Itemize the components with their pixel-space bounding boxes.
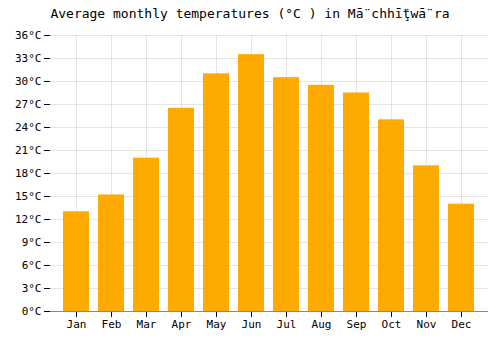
svg-text:30°C: 30°C xyxy=(15,75,42,88)
svg-text:36°C: 36°C xyxy=(15,29,42,42)
svg-text:18°C: 18°C xyxy=(15,167,42,180)
svg-text:Aug: Aug xyxy=(312,318,332,331)
svg-text:Feb: Feb xyxy=(102,318,122,331)
svg-text:12°C: 12°C xyxy=(15,213,42,226)
svg-text:May: May xyxy=(207,318,227,331)
svg-text:33°C: 33°C xyxy=(15,52,42,65)
html-text:Average monthly temperatures (: Average monthly temperatures (°C ) in Mā… xyxy=(50,6,450,21)
svg-text:27°C: 27°C xyxy=(15,98,42,111)
svg-text:Apr: Apr xyxy=(172,318,192,331)
svg-text:0°C: 0°C xyxy=(22,305,42,318)
svg-text:Jun: Jun xyxy=(242,318,262,331)
svg-text:Mar: Mar xyxy=(137,318,157,331)
svg-text:Dec: Dec xyxy=(452,318,472,331)
svg-text:9°C: 9°C xyxy=(22,236,42,249)
svg-text:3°C: 3°C xyxy=(22,282,42,295)
svg-text:Nov: Nov xyxy=(417,318,437,331)
svg-text:Jul: Jul xyxy=(277,318,297,331)
svg-text:Jan: Jan xyxy=(67,318,87,331)
svg-text:24°C: 24°C xyxy=(15,121,42,134)
svg-text:Oct: Oct xyxy=(382,318,402,331)
svg-text:Sep: Sep xyxy=(347,318,367,331)
svg-text:6°C: 6°C xyxy=(22,259,42,272)
svg-text:15°C: 15°C xyxy=(15,190,42,203)
svg-text:21°C: 21°C xyxy=(15,144,42,157)
